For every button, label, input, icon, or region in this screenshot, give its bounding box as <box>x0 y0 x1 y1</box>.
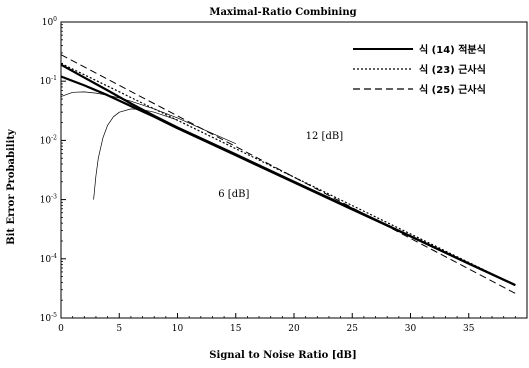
chart-title: Maximal-Ratio Combining <box>209 7 356 18</box>
x-tick-label: 30 <box>405 324 417 334</box>
series-layer <box>60 54 516 294</box>
y-tick-label: 10-1 <box>40 75 57 87</box>
series-line <box>93 108 178 200</box>
x-tick-label: 35 <box>463 324 475 334</box>
y-tick-label: 10-5 <box>40 312 57 324</box>
x-tick-label: 15 <box>230 324 242 334</box>
series-line <box>60 54 516 294</box>
series-line <box>60 91 236 145</box>
x-tick-label: 10 <box>172 324 184 334</box>
curve-annotation: 12 [dB] <box>306 131 344 142</box>
x-tick-label: 0 <box>58 324 64 334</box>
annotations: 12 [dB] 6 [dB] <box>218 131 343 200</box>
y-tick-label: 10-3 <box>40 194 57 206</box>
y-axis-label: Bit Error Probability <box>6 128 17 245</box>
ticks-layer: 0 5 10 15 20 25 30 35 100 10-1 10-2 10-3 10-4 10-5 <box>40 16 516 334</box>
curve-annotation: 6 [dB] <box>218 189 249 200</box>
legend-label: 식 (14) 적분식 <box>419 43 486 56</box>
x-tick-label: 5 <box>116 324 122 334</box>
series-line <box>60 63 516 287</box>
y-tick-label: 100 <box>42 16 57 28</box>
legend-label: 식 (23) 근사식 <box>419 63 486 76</box>
y-tick-label: 10-4 <box>40 253 57 265</box>
x-axis-label: Signal to Noise Ratio [dB] <box>209 350 356 361</box>
x-tick-label: 25 <box>347 324 359 334</box>
y-tick-label: 10-2 <box>40 134 57 146</box>
legend-label: 식 (25) 근사식 <box>419 83 486 96</box>
x-tick-label: 20 <box>288 324 300 334</box>
